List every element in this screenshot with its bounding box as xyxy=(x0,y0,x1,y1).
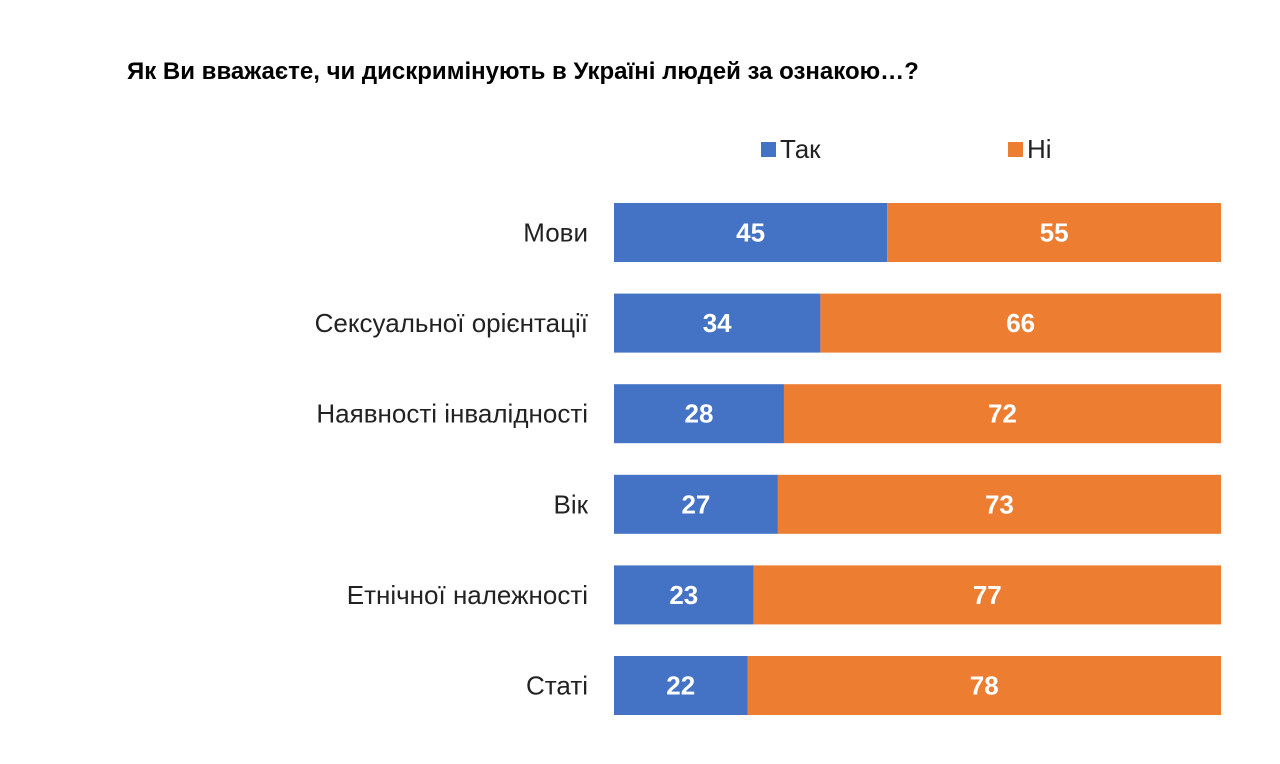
data-label: 45 xyxy=(736,218,765,248)
data-label: 28 xyxy=(685,399,714,429)
legend-item-ni: Ні xyxy=(1008,134,1052,165)
data-label: 55 xyxy=(1040,218,1069,248)
legend-label-ni: Ні xyxy=(1027,134,1052,164)
bar-tak xyxy=(614,384,784,444)
data-label: 34 xyxy=(703,308,732,338)
bar-tak xyxy=(614,474,778,534)
category-label: Етнічної належності xyxy=(347,580,588,610)
category-label: Сексуальної орієнтації xyxy=(315,308,588,338)
bar-ni xyxy=(887,203,1221,262)
legend-item-tak: Так xyxy=(761,134,821,165)
chart-title: Як Ви вважаєте, чи дискримінують в Украї… xyxy=(127,58,919,85)
category-label: Мови xyxy=(523,218,588,248)
bar-tak xyxy=(614,565,754,625)
data-label: 78 xyxy=(970,671,999,701)
bar-ni xyxy=(747,656,1221,715)
data-label: 77 xyxy=(973,580,1002,610)
data-label: 22 xyxy=(666,671,695,701)
data-label: 73 xyxy=(985,489,1014,519)
data-label: 66 xyxy=(1006,308,1035,338)
category-label: Наявності інвалідності xyxy=(316,399,588,429)
bar-ni xyxy=(777,474,1221,534)
data-label: 72 xyxy=(988,399,1017,429)
bar-tak xyxy=(614,656,748,715)
category-label: Статі xyxy=(526,671,588,701)
category-label: Вік xyxy=(554,489,589,519)
bar-ni xyxy=(820,293,1221,353)
bar-ni xyxy=(783,384,1221,444)
bar-tak xyxy=(614,293,821,353)
legend-label-tak: Так xyxy=(780,134,821,164)
bar-tak xyxy=(614,203,888,262)
legend-swatch-tak xyxy=(761,142,776,157)
bar-ni xyxy=(753,565,1221,625)
data-label: 23 xyxy=(669,580,698,610)
data-label: 27 xyxy=(681,489,710,519)
legend-swatch-ni xyxy=(1008,142,1023,157)
